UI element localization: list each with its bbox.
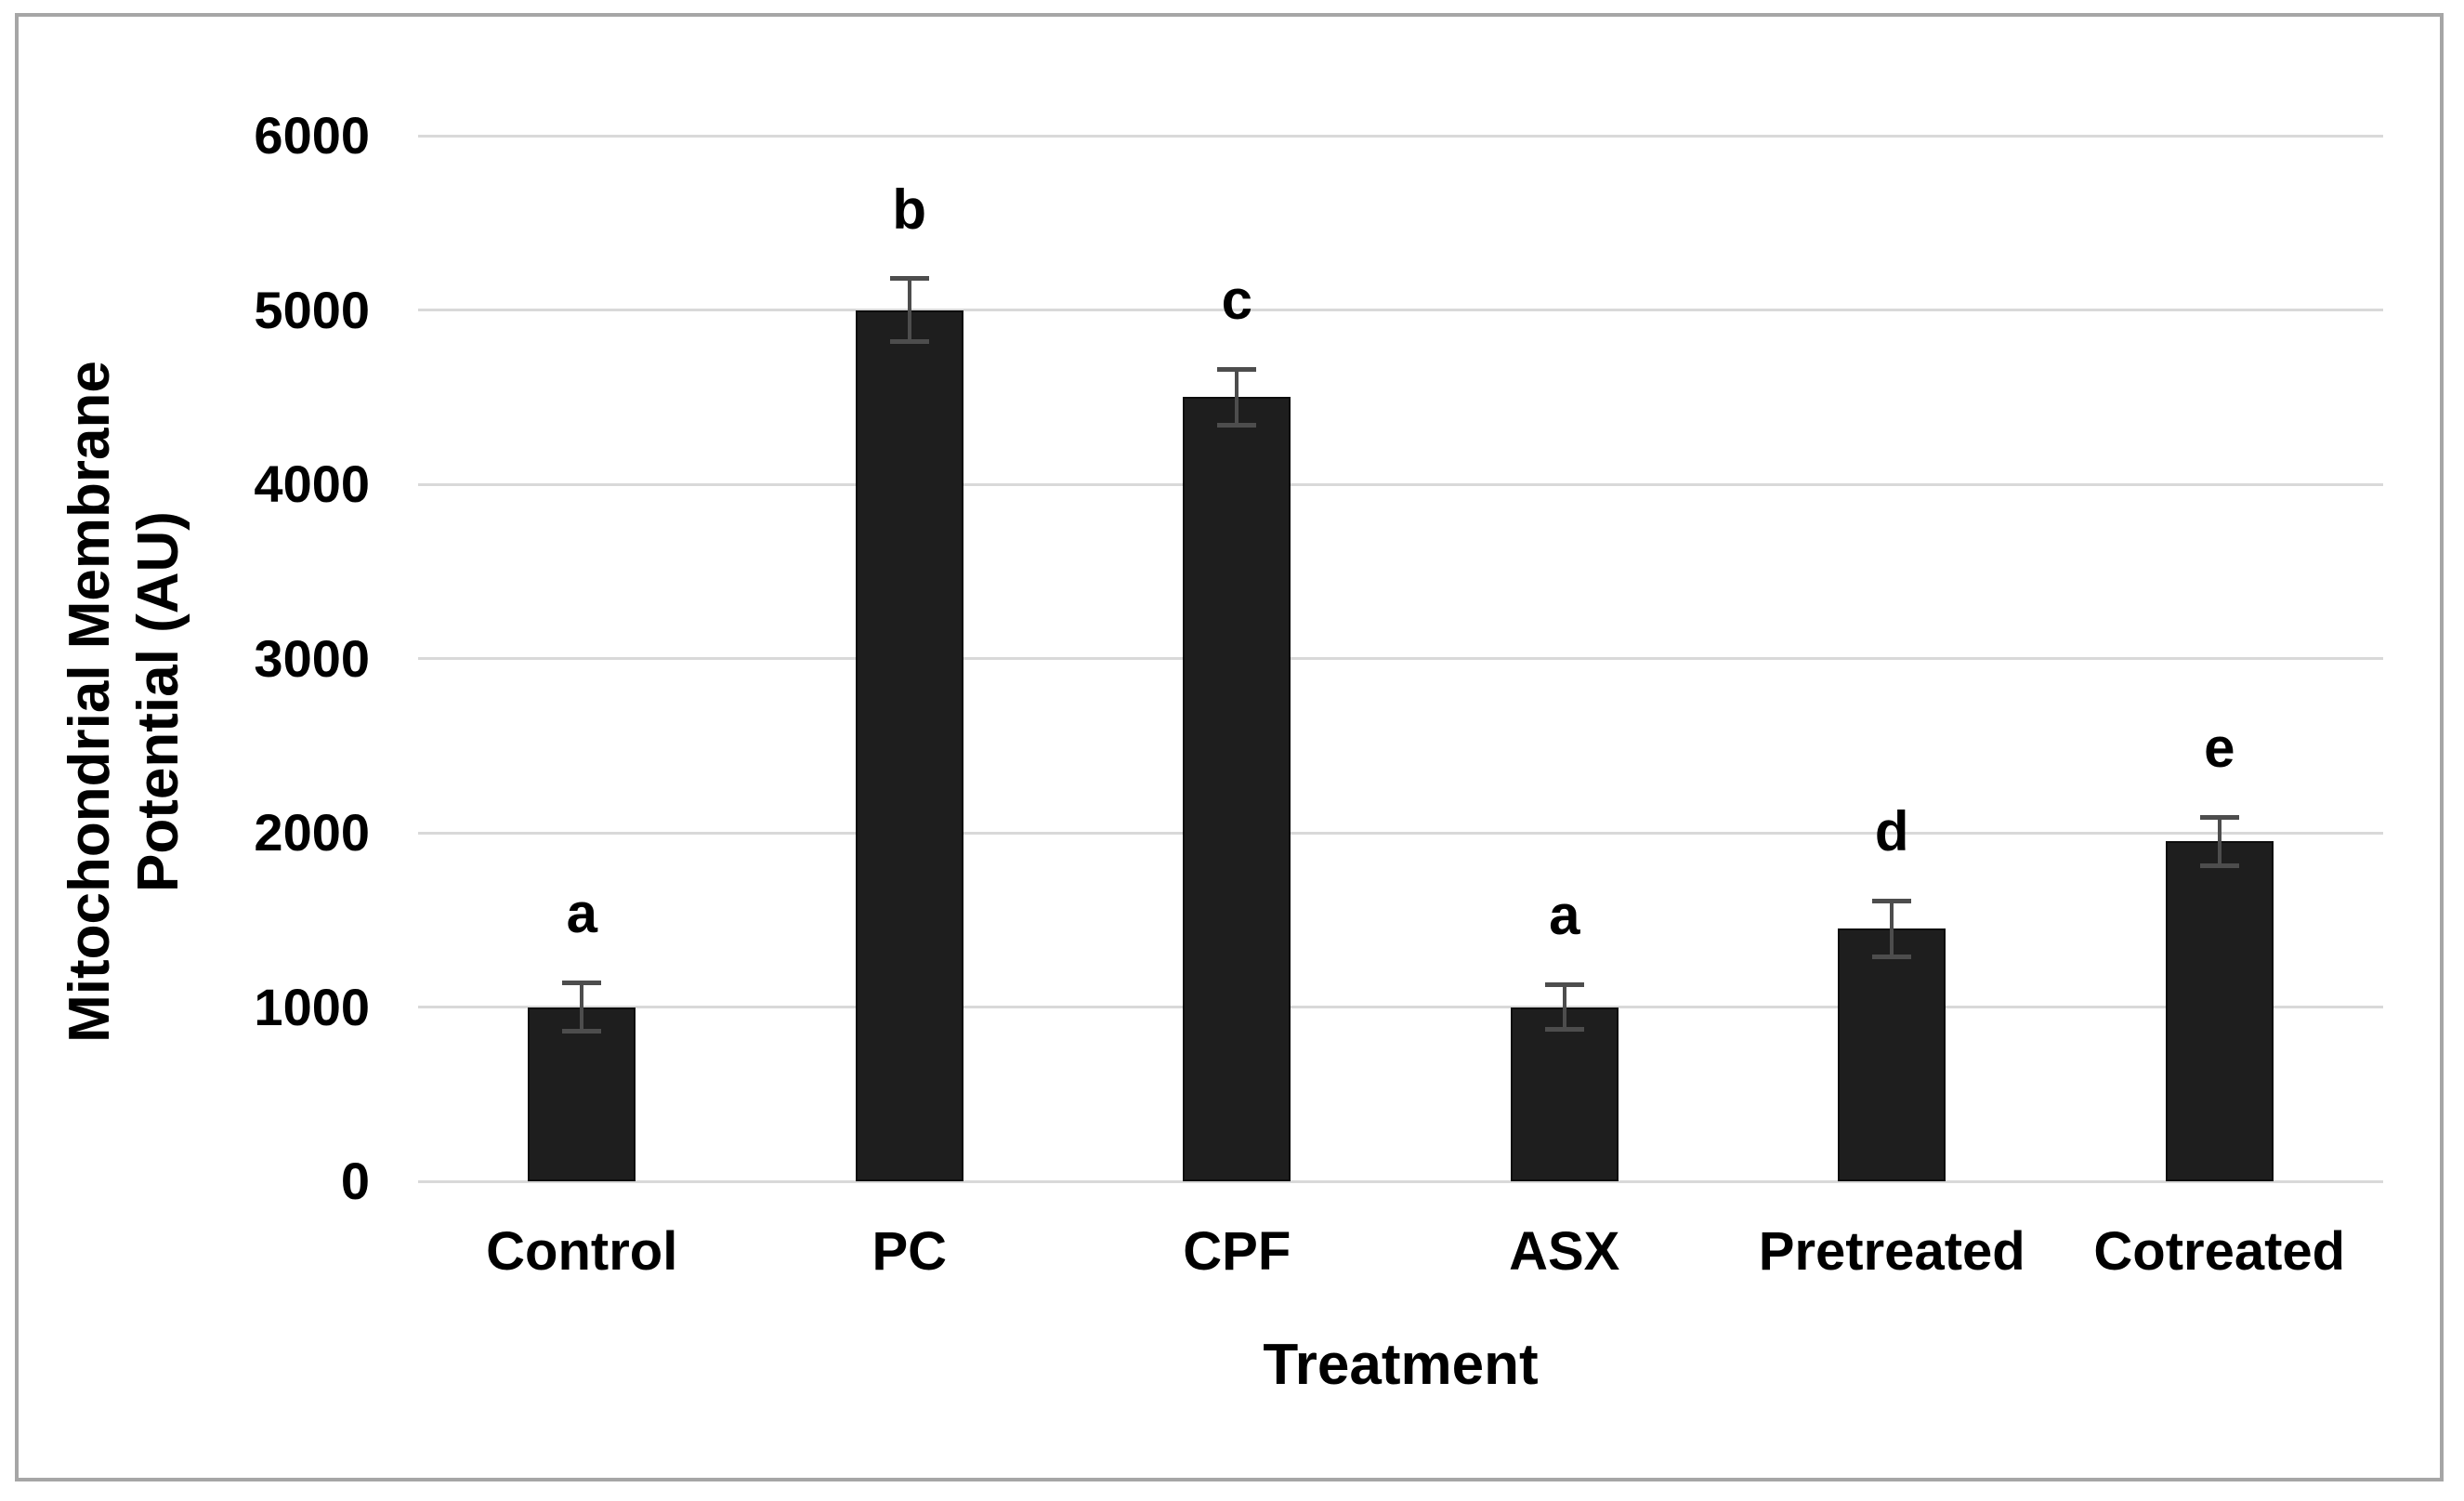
- error-bar-stem-cpf: [1235, 369, 1239, 426]
- x-category-label-cotreated: Cotreated: [2093, 1221, 2346, 1282]
- y-tick-label: 4000: [254, 454, 370, 513]
- error-bar-cap-bottom-pretreated: [1872, 954, 1912, 959]
- significance-letter-asx: a: [1549, 884, 1580, 947]
- significance-letter-pc: b: [892, 178, 927, 241]
- x-category-label-asx: ASX: [1509, 1221, 1620, 1282]
- x-category-label-control: Control: [486, 1221, 678, 1282]
- x-category-label-pc: PC: [872, 1221, 948, 1282]
- bar-asx: [1510, 1007, 1619, 1181]
- significance-letter-pretreated: d: [1874, 800, 1909, 863]
- significance-letter-cotreated: e: [2204, 717, 2235, 780]
- y-tick-label: 6000: [254, 106, 370, 165]
- gridline-0: [418, 1179, 2383, 1183]
- y-tick-label: 2000: [254, 803, 370, 862]
- error-bar-cap-bottom-asx: [1544, 1027, 1584, 1033]
- error-bar-cap-bottom-control: [562, 1029, 602, 1034]
- error-bar-cap-top-control: [562, 980, 602, 985]
- gridline-2000: [418, 831, 2383, 835]
- y-tick-label: 0: [340, 1152, 370, 1210]
- error-bar-cap-bottom-cotreated: [2199, 863, 2239, 869]
- x-axis-title: Treatment: [1263, 1333, 1539, 1397]
- error-bar-cap-bottom-pc: [889, 338, 929, 344]
- x-category-label-pretreated: Pretreated: [1758, 1221, 2025, 1282]
- bar-pc: [855, 309, 963, 1181]
- bar-pretreated: [1838, 928, 1946, 1181]
- error-bar-stem-pc: [907, 278, 911, 342]
- error-bar-stem-cotreated: [2217, 817, 2222, 866]
- bar-control: [528, 1007, 636, 1181]
- bar-cpf: [1183, 397, 1291, 1181]
- gridline-5000: [418, 309, 2383, 311]
- error-bar-cap-top-pc: [889, 276, 929, 282]
- bar-cotreated: [2165, 841, 2274, 1181]
- y-tick-label: 5000: [254, 280, 370, 339]
- gridline-3000: [418, 657, 2383, 660]
- gridline-6000: [418, 134, 2383, 138]
- error-bar-cap-bottom-cpf: [1217, 422, 1257, 428]
- y-tick-label: 1000: [254, 977, 370, 1036]
- gridline-1000: [418, 1006, 2383, 1008]
- error-bar-cap-top-asx: [1544, 981, 1584, 987]
- error-bar-cap-top-cotreated: [2199, 814, 2239, 820]
- y-tick-label: 3000: [254, 628, 370, 688]
- error-bar-cap-top-pretreated: [1872, 898, 1912, 903]
- gridline-4000: [418, 482, 2383, 486]
- error-bar-stem-pretreated: [1890, 901, 1894, 957]
- error-bar-cap-top-cpf: [1217, 366, 1257, 372]
- significance-letter-control: a: [566, 882, 597, 945]
- error-bar-stem-control: [580, 982, 584, 1032]
- error-bar-stem-asx: [1562, 984, 1566, 1030]
- significance-letter-cpf: c: [1221, 269, 1252, 332]
- x-category-label-cpf: CPF: [1183, 1221, 1291, 1282]
